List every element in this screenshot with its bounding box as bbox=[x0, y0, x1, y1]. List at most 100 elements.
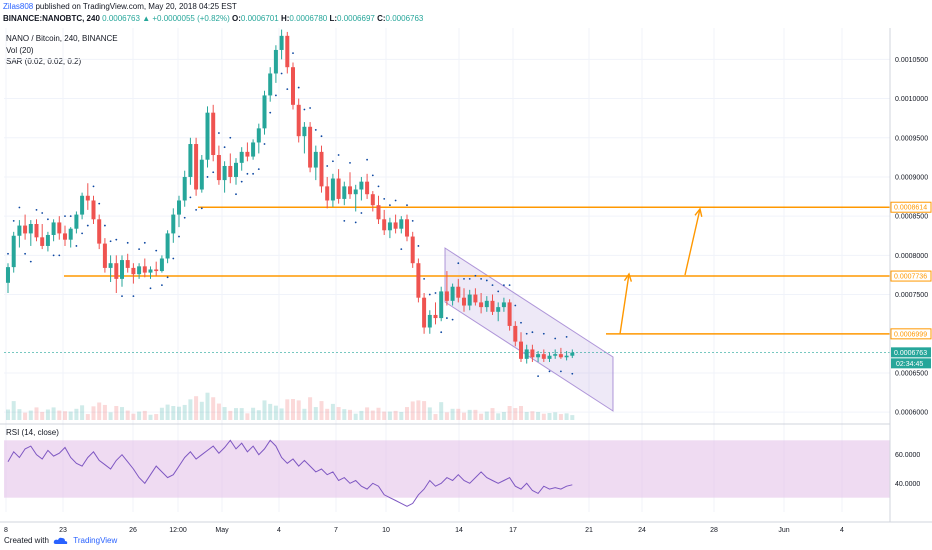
sar-dot bbox=[269, 111, 272, 114]
horizontal-levels[interactable]: 0.0008614 0.0007736 0.0006999 0.0006763 02:3… bbox=[4, 201, 932, 369]
volume-bar bbox=[91, 406, 96, 420]
volume-bar bbox=[365, 407, 370, 420]
sar-dot bbox=[69, 215, 72, 218]
sar-dot bbox=[446, 317, 448, 319]
tradingview-cloud-icon bbox=[53, 537, 68, 544]
sar-legend[interactable]: SAR (0.02, 0.02, 0.2) bbox=[6, 57, 82, 66]
sar-dot bbox=[406, 204, 408, 207]
sar-dot bbox=[497, 290, 500, 293]
volume-bar bbox=[154, 414, 159, 420]
sar-dot bbox=[109, 240, 112, 243]
sar-dot bbox=[417, 245, 420, 247]
volume-bar bbox=[496, 413, 501, 420]
sar-dot bbox=[29, 260, 32, 263]
volume-bar bbox=[410, 401, 415, 420]
volume-bar bbox=[336, 407, 341, 420]
candle-body bbox=[205, 112, 210, 160]
sar-dot bbox=[280, 72, 283, 75]
candle-body bbox=[63, 233, 67, 240]
created-with-text: Created with bbox=[4, 536, 49, 545]
candle-body bbox=[85, 195, 90, 201]
volume-bar bbox=[51, 407, 56, 420]
sar-dot bbox=[520, 321, 522, 324]
volume-bar bbox=[467, 409, 472, 420]
time-tick-label: 21 bbox=[585, 527, 593, 534]
rsi-tick-label: 60.0000 bbox=[895, 452, 920, 459]
author-link[interactable]: Zilas808 bbox=[3, 2, 34, 11]
candle-body bbox=[125, 260, 130, 268]
volume-bar bbox=[353, 413, 358, 420]
volume-legend[interactable]: Vol (20) bbox=[6, 46, 34, 55]
level-label: 0.0008614 bbox=[894, 205, 927, 212]
sar-dot bbox=[229, 136, 232, 139]
sar-dot bbox=[366, 158, 368, 161]
candle-body bbox=[245, 151, 250, 157]
candle-body bbox=[370, 194, 375, 206]
candle-body bbox=[399, 219, 404, 229]
candle-body bbox=[336, 178, 341, 199]
candle-body bbox=[268, 73, 273, 96]
tradingview-brand[interactable]: TradingView bbox=[73, 536, 118, 545]
volume-bar bbox=[6, 409, 10, 420]
candle-body bbox=[273, 49, 278, 74]
candle-body bbox=[262, 95, 267, 129]
sar-dot bbox=[491, 284, 494, 287]
volume-bar bbox=[68, 411, 73, 420]
axes: 0.0010500 0.0010000 0.0009500 0.0009000 0.00… bbox=[0, 28, 932, 534]
volume-bar bbox=[57, 410, 62, 420]
candle-body bbox=[91, 200, 96, 220]
rsi-tick-label: 40.0000 bbox=[895, 481, 920, 488]
candlesticks bbox=[6, 29, 575, 364]
volume-bar bbox=[17, 409, 22, 420]
ohlc-line: BINANCE:NANOBTC, 240 0.0006763 ▲ +0.0000… bbox=[3, 14, 423, 24]
volume-bar bbox=[558, 414, 563, 420]
sar-dot bbox=[257, 168, 260, 171]
candle-body bbox=[23, 225, 28, 234]
candle-body bbox=[348, 186, 352, 195]
volume-bar bbox=[473, 409, 478, 420]
volume-bar bbox=[268, 403, 273, 420]
candle-body bbox=[239, 151, 244, 163]
volume-bar bbox=[507, 406, 512, 420]
sar-dot bbox=[58, 254, 61, 257]
sar-dot bbox=[104, 224, 106, 227]
candle-body bbox=[387, 222, 392, 231]
volume-bar bbox=[308, 397, 313, 420]
chart-title[interactable]: NANO / Bitcoin, 240, BINANCE bbox=[6, 34, 118, 43]
open-value: 0.0006701 bbox=[240, 14, 279, 23]
candle-body bbox=[444, 291, 449, 301]
symbol-line: BINANCE:NANOBTC, 240 bbox=[3, 14, 100, 23]
candle-body bbox=[279, 35, 284, 50]
volume-bar bbox=[85, 414, 90, 420]
rsi-legend[interactable]: RSI (14, close) bbox=[6, 428, 59, 437]
high-value: 0.0006780 bbox=[289, 14, 328, 23]
close-value: 0.0006763 bbox=[385, 14, 424, 23]
candle-body bbox=[553, 354, 558, 356]
volume-bar bbox=[405, 407, 409, 420]
channel-shape bbox=[444, 247, 614, 412]
candle-body bbox=[570, 352, 575, 356]
candle-body bbox=[222, 165, 227, 181]
candle-body bbox=[211, 112, 216, 156]
descending-channel[interactable] bbox=[444, 247, 614, 412]
price-tick-label: 0.0009500 bbox=[895, 135, 928, 142]
sar-dot bbox=[149, 287, 152, 290]
volume-bar bbox=[256, 410, 261, 420]
volume-bar bbox=[11, 401, 16, 420]
candle-body bbox=[376, 205, 381, 220]
up-triangle-icon: ▲ bbox=[142, 14, 151, 23]
sar-dot bbox=[12, 219, 15, 222]
sar-dot bbox=[400, 248, 403, 250]
volume-bar bbox=[199, 401, 204, 420]
projection-arrows[interactable] bbox=[619, 207, 703, 335]
candle-body bbox=[308, 126, 313, 168]
sar-dot bbox=[138, 248, 141, 250]
volume-bar bbox=[102, 404, 107, 420]
candle-body bbox=[536, 354, 541, 358]
candle-body bbox=[188, 144, 193, 177]
volume-bar bbox=[205, 392, 210, 420]
volume-bar bbox=[142, 410, 147, 420]
time-tick-label: May bbox=[215, 527, 229, 534]
volume-bar bbox=[541, 413, 546, 420]
